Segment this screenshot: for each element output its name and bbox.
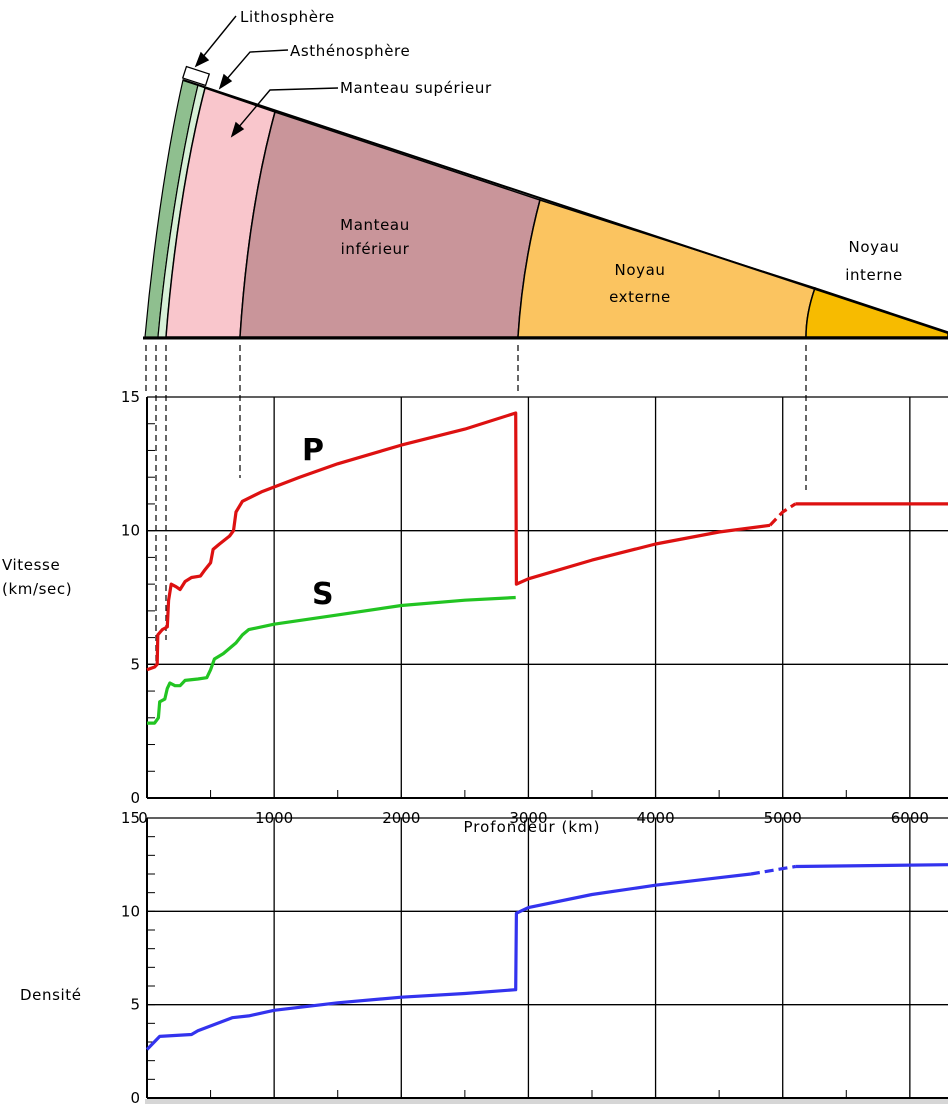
layer-inner-core <box>805 287 948 338</box>
y-tick-label: 10 <box>121 522 140 540</box>
velocity-x-axis-label: Profondeur (km) <box>464 818 601 836</box>
lithosphere-arrowhead <box>194 51 210 68</box>
y-tick-label: 10 <box>121 902 140 920</box>
series-label-s: S <box>312 577 334 612</box>
y-tick-label: 0 <box>130 1089 140 1104</box>
label-asthenosphere: Asthénosphère <box>290 42 410 60</box>
series-line-s <box>147 595 516 725</box>
label-inner-core-2: interne <box>845 266 903 284</box>
series-line-density-inner-core <box>795 863 948 869</box>
callout-arrows <box>194 15 339 138</box>
asthenosphere-arrow <box>225 49 289 81</box>
y-tick-label: 5 <box>130 996 140 1014</box>
density-chart: 0 5 10 15 Densité <box>20 809 948 1104</box>
series-line-p-transition <box>768 502 797 527</box>
velocity-grid <box>146 396 948 799</box>
layer-outer-core <box>517 199 816 338</box>
velocity-series <box>146 411 948 725</box>
velocity-chart: 0510150100020003000400050006000 Profonde… <box>2 388 948 836</box>
density-tick-labels: 0 5 10 15 <box>121 809 140 1104</box>
density-y-axis-label: Densité <box>20 986 82 1004</box>
series-label-p: P <box>302 433 324 468</box>
density-minor-ticks <box>147 817 911 1099</box>
label-upper-mantle: Manteau supérieur <box>340 79 492 97</box>
series-line-density <box>145 872 752 1051</box>
velocity-tick-labels: 0510150100020003000400050006000 <box>121 388 929 827</box>
upper-mantle-arrow <box>237 87 339 129</box>
asthenosphere-arrowhead <box>218 73 233 90</box>
y-tick-label: 15 <box>121 388 140 406</box>
series-line-density-transition <box>750 864 796 876</box>
lithosphere-marker-box <box>181 65 211 87</box>
density-series <box>145 863 948 1051</box>
label-outer-core-2: externe <box>609 288 671 306</box>
x-tick-label: 0 <box>138 809 148 827</box>
earth-cross-section <box>143 65 948 340</box>
series-line-p <box>146 411 771 672</box>
velocity-minor-ticks <box>147 396 911 799</box>
label-outer-core-1: Noyau <box>615 261 666 279</box>
boundary-connectors <box>145 345 807 665</box>
upper-mantle-arrowhead <box>230 121 245 138</box>
label-lower-mantle-2: inférieur <box>341 240 410 258</box>
density-grid <box>146 817 948 1099</box>
label-inner-core-1: Noyau <box>849 238 900 256</box>
label-lower-mantle-1: Manteau <box>340 216 410 234</box>
y-tick-label: 5 <box>130 655 140 673</box>
velocity-y-axis-label-2: (km/sec) <box>2 580 72 598</box>
y-tick-label: 0 <box>130 789 140 807</box>
label-lithosphere: Lithosphère <box>240 8 335 26</box>
lithosphere-arrow <box>201 15 237 59</box>
section-top-edge <box>182 79 948 334</box>
y-tick-label: 15 <box>121 809 140 827</box>
bottom-scrollbar-strip[interactable] <box>145 1099 948 1104</box>
velocity-y-axis-label-1: Vitesse <box>2 556 60 574</box>
